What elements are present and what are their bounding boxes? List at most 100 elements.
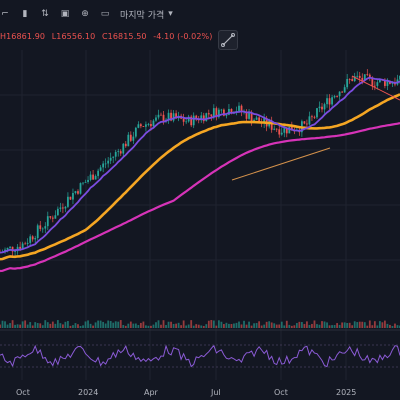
volume-bar [26, 324, 29, 328]
volume-bar [243, 320, 245, 328]
volume-bar [4, 321, 6, 328]
volume-bar [351, 325, 354, 328]
candle-body [212, 108, 215, 117]
volume-bar [298, 321, 301, 328]
add-icon[interactable]: ⊕ [81, 9, 89, 19]
candle-body [67, 196, 69, 207]
candle-body [248, 112, 250, 119]
volume-bar [207, 320, 210, 328]
volume-bar [54, 323, 57, 328]
volume-bar [348, 322, 351, 328]
volume-bar [384, 320, 386, 328]
candle-body [182, 118, 185, 122]
candle-body [72, 193, 74, 200]
volume-bar [366, 325, 369, 328]
timeframe-icon[interactable]: ⌐ [1, 9, 9, 19]
volume-bar [240, 324, 243, 328]
screenshot-icon[interactable]: ▣ [60, 9, 70, 19]
candle-body [6, 247, 9, 250]
candle-body [59, 207, 62, 209]
volume-bar [263, 324, 266, 328]
candle-body [102, 163, 105, 168]
volume-bar [373, 321, 376, 328]
candle-body [21, 243, 24, 249]
candle-body [185, 121, 188, 123]
medium-ma-line [0, 93, 400, 261]
candle-body [210, 114, 213, 117]
volume-bar [391, 325, 394, 328]
candle-body [323, 104, 326, 110]
candle-body [316, 108, 318, 118]
candle-body [155, 117, 157, 121]
candle-body [19, 246, 22, 249]
volume-bar [160, 324, 162, 328]
volume-bar [102, 321, 105, 328]
candle-body [162, 114, 165, 122]
candle-body [124, 143, 127, 147]
candle-body [192, 115, 195, 126]
volume-bar [346, 322, 349, 328]
candle-body [263, 117, 266, 124]
volume-bar [177, 322, 180, 328]
candle-body [139, 124, 142, 127]
replay-icon[interactable]: ▭ [100, 9, 110, 19]
candle-body [170, 112, 172, 121]
volume-bar [61, 324, 64, 328]
candle-body [137, 124, 140, 128]
price-type-dropdown[interactable]: 마지막 가격 ▾ [120, 8, 173, 21]
volume-bar [371, 325, 374, 328]
candle-body [341, 91, 344, 93]
candle-body [205, 113, 208, 122]
candle-body [250, 112, 253, 122]
volume-bar [270, 322, 273, 328]
candle-body [41, 228, 44, 230]
compare-icon[interactable]: ⇅ [41, 9, 49, 19]
volume-bar [356, 322, 359, 328]
volume-bar [210, 320, 213, 328]
volume-bar [313, 320, 316, 328]
volume-bar [225, 322, 228, 328]
x-tick-label: 2024 [78, 388, 98, 397]
candle-body [240, 105, 243, 112]
candle-body [54, 215, 57, 219]
x-axis: Oct 2024 Apr Jul Oct 2025 [16, 388, 356, 397]
volume-bar [311, 323, 313, 328]
candle-body [285, 128, 288, 134]
volume-bar [238, 321, 240, 328]
candle-body [39, 225, 42, 229]
candle-body [351, 79, 354, 82]
volume-bar [278, 324, 281, 328]
volume-bar [36, 323, 39, 328]
candle-body [333, 96, 336, 98]
volume-bar [89, 323, 92, 328]
candle-body [190, 116, 193, 126]
candle-body [107, 160, 110, 164]
candle-body [132, 136, 135, 141]
volume-bar [338, 324, 341, 328]
volume-bar [51, 321, 54, 328]
volume-bar [293, 325, 296, 328]
volume-bar [6, 324, 9, 328]
candle-body [64, 206, 67, 209]
candle-body [343, 87, 346, 93]
oscillator-line [0, 344, 400, 368]
volume-bar [137, 325, 140, 328]
volume-bar [295, 323, 298, 328]
volume-bar [104, 323, 107, 328]
candle-body [331, 97, 333, 105]
candle-body [270, 120, 273, 130]
candle-body [24, 243, 27, 245]
volume-bar [280, 321, 283, 328]
volume-bar [0, 324, 1, 328]
drawing-tool-button[interactable] [218, 30, 238, 50]
candle-body [69, 196, 72, 200]
candle-body [220, 109, 223, 111]
volume-bar [29, 322, 32, 328]
candle-body [353, 76, 356, 82]
candles-icon[interactable]: ▮ [22, 9, 28, 19]
candle-body [152, 120, 155, 127]
candle-body [79, 183, 82, 194]
volume-bar [97, 320, 100, 328]
volume-bar [117, 321, 120, 328]
